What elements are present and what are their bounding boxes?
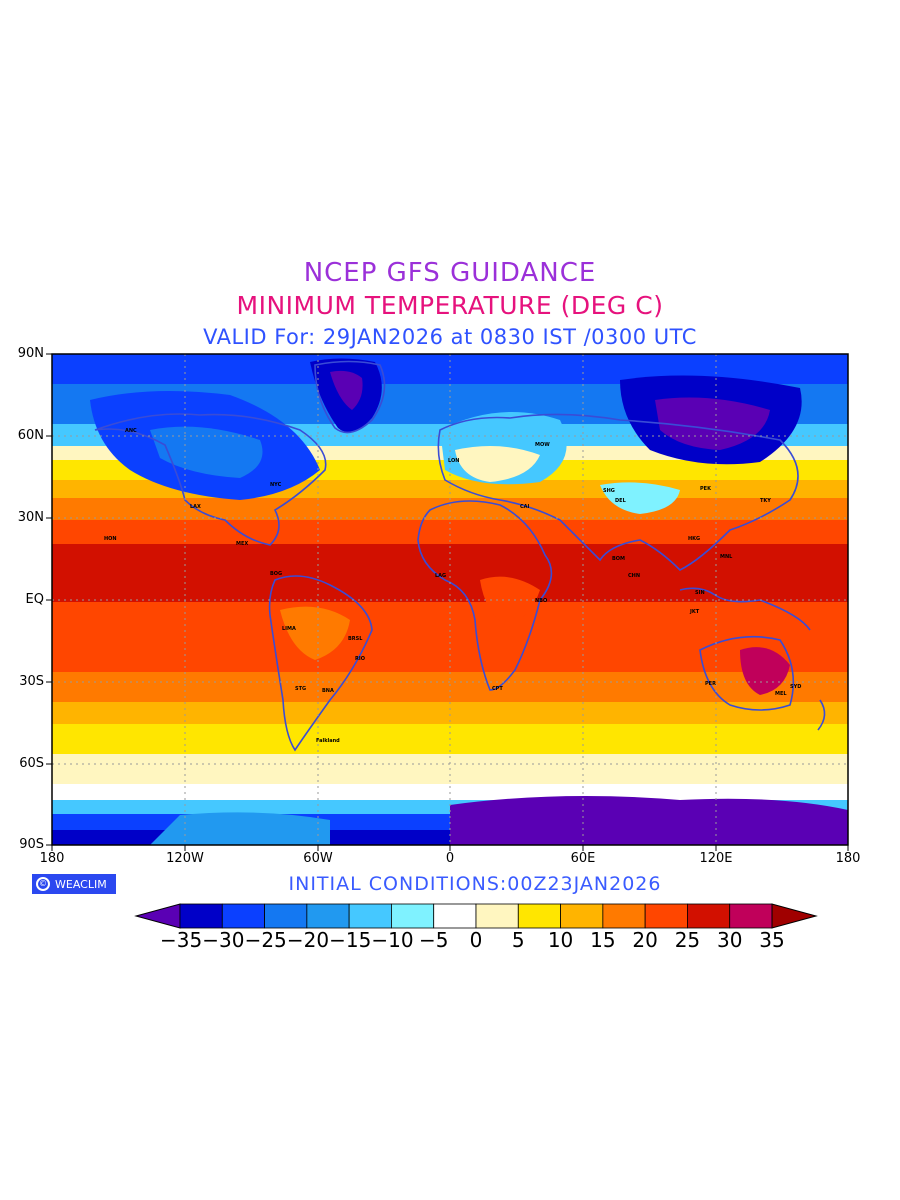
initial-conditions: INITIAL CONDITIONS:00Z23JAN2026	[288, 873, 662, 895]
colorbar-swatch	[517, 903, 561, 929]
colorbar-under-arrow	[134, 903, 181, 929]
station-label: CPT	[492, 686, 503, 692]
colorbar-swatch	[433, 903, 477, 929]
station-label: JKT	[689, 609, 700, 615]
colorbar-tick-label: 5	[511, 928, 525, 952]
station-label: BOG	[270, 571, 282, 577]
copyright-icon: ©	[36, 877, 50, 891]
station-label: LAX	[190, 504, 201, 510]
colorbar-tick-label: 0	[469, 928, 483, 952]
lon-label-60e: 60E	[570, 851, 596, 866]
lat-label-90n: 90N	[17, 346, 44, 361]
colorbar-tick-label: 35	[759, 928, 785, 952]
colorbar-tick-label: −15	[329, 928, 372, 952]
station-label: STG	[295, 686, 306, 692]
station-label: RIO	[355, 656, 365, 662]
chart-subtitle: MINIMUM TEMPERATURE (DEG C)	[236, 291, 664, 320]
colorbar-over-arrow	[771, 903, 818, 929]
lon-label-60w: 60W	[303, 851, 333, 866]
station-label: MEL	[775, 691, 787, 697]
colorbar	[134, 903, 818, 929]
station-label: NYC	[270, 482, 282, 488]
colorbar-swatch	[602, 903, 646, 929]
lat-label-90s: 90S	[19, 837, 44, 852]
colorbar-swatch	[644, 903, 688, 929]
valid-time: VALID For: 29JAN2026 at 0830 IST /0300 U…	[203, 325, 697, 349]
lon-label-180w: 180	[39, 851, 65, 866]
colorbar-tick-label: −30	[202, 928, 245, 952]
colorbar-swatch	[221, 903, 265, 929]
station-label: BRSL	[348, 636, 363, 642]
station-label: BNA	[322, 688, 334, 694]
station-label: LIMA	[282, 626, 296, 632]
graticule	[52, 354, 848, 845]
station-label: TKY	[760, 498, 771, 504]
station-label: CHN	[628, 573, 640, 579]
colorbar-swatch	[475, 903, 519, 929]
colorbar-swatch	[264, 903, 308, 929]
station-label: MOW	[535, 442, 550, 448]
lon-label-180e: 180	[835, 851, 861, 866]
colorbar-tick-label: 25	[674, 928, 701, 952]
station-label: HON	[104, 536, 117, 542]
lat-label-60n: 60N	[17, 428, 44, 443]
colorbar-swatch	[306, 903, 350, 929]
station-label: SYD	[790, 684, 801, 690]
station-label: SIN	[695, 590, 705, 596]
lat-label-30s: 30S	[19, 674, 44, 689]
station-labels: MOW SHG TKY LON NYC HON BOG BRSL CPT MEL PEK DEL BOM…	[104, 428, 801, 744]
lon-label-0: 0	[445, 851, 455, 866]
lon-label-120w: 120W	[166, 851, 204, 866]
colorbar-tick-label: −10	[371, 928, 414, 952]
station-label: ANC	[125, 428, 137, 434]
colorbar-swatch	[348, 903, 392, 929]
lon-label-120e: 120E	[699, 851, 733, 866]
colorbar-tick-label: 15	[590, 928, 616, 952]
axis-ticks	[46, 353, 849, 851]
colorbar-tick-label: 20	[632, 928, 658, 952]
coastlines	[94, 360, 826, 752]
colorbar-swatch	[687, 903, 731, 929]
colorbar-tick-label: −25	[244, 928, 287, 952]
chart-title: NCEP GFS GUIDANCE	[303, 258, 597, 288]
colorbar-tick-label: 30	[716, 928, 743, 952]
station-label: CAI	[520, 504, 530, 510]
station-label: NBO	[535, 598, 547, 604]
station-label: LON	[448, 458, 459, 464]
weaclim-logo: © WEACLIM	[32, 874, 116, 894]
lat-label-30n: 30N	[17, 510, 44, 525]
station-label: Falkland	[316, 738, 340, 744]
station-label: SHG	[603, 488, 615, 494]
station-label: MEX	[236, 541, 248, 547]
station-label: HKG	[688, 536, 700, 542]
logo-text: WEACLIM	[55, 877, 107, 891]
colorbar-tick-label: −20	[286, 928, 330, 952]
temperature-map: MOW SHG TKY LON NYC HON BOG BRSL CPT MEL PEK DEL BOM…	[46, 353, 849, 851]
colorbar-swatch	[391, 903, 435, 929]
colorbar-tick-label: −5	[418, 928, 449, 952]
colorbar-swatch	[179, 903, 223, 929]
station-label: PEK	[700, 486, 712, 492]
colorbar-tick-label: 10	[547, 928, 574, 952]
station-label: LAG	[435, 573, 446, 579]
station-label: BOM	[612, 556, 625, 562]
colorbar-tick-label: −35	[160, 928, 203, 952]
lat-label-eq: EQ	[25, 592, 44, 607]
station-label: PER	[705, 681, 716, 687]
temperature-field: MOW SHG TKY LON NYC HON BOG BRSL CPT MEL PEK DEL BOM…	[52, 354, 848, 845]
colorbar-swatch	[560, 903, 604, 929]
station-label: DEL	[615, 498, 627, 504]
colorbar-swatch	[729, 903, 773, 929]
lat-label-60s: 60S	[19, 756, 44, 771]
station-label: MNL	[720, 554, 733, 560]
